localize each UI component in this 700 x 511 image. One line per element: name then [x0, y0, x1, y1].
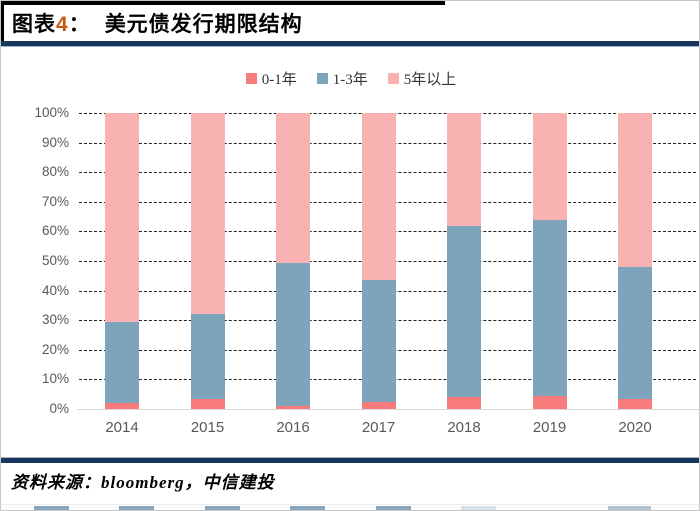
figure-title: 图表4： 美元债发行期限结构 — [12, 8, 672, 40]
bar-segment-0-1年 — [618, 398, 652, 409]
x-tick-label: 2018 — [447, 419, 481, 436]
title-top-border — [1, 1, 445, 5]
y-tick-label: 80% — [41, 164, 69, 180]
bar-segment-0-1年 — [190, 398, 225, 409]
y-tick-label: 100% — [34, 105, 69, 120]
y-tick-label: 20% — [41, 341, 69, 357]
next-figure-bar-top — [376, 506, 411, 510]
bar-segment-5年以上 — [276, 113, 310, 263]
chart-legend: 0-1年 1-3年 5年以上 — [1, 67, 699, 89]
bar-segment-0-1年 — [532, 395, 567, 409]
next-figure-bar-top — [290, 506, 325, 510]
x-tick-label: 2016 — [276, 419, 310, 436]
figure-number: 4 — [56, 13, 69, 36]
legend-label: 1-3年 — [332, 71, 368, 88]
next-figure-bar-top — [205, 506, 240, 510]
y-tick-label: 30% — [41, 312, 69, 328]
legend-swatch-icon — [245, 72, 257, 84]
bar-segment-1-3年 — [618, 266, 652, 399]
next-figure-bar-top — [34, 506, 69, 510]
next-figure-bar-top — [608, 506, 651, 510]
bar-segment-1-3年 — [447, 225, 481, 398]
y-tick-label: 10% — [41, 371, 69, 387]
y-tick-label: 70% — [41, 193, 69, 209]
y-tick-label: 40% — [41, 282, 69, 298]
x-tick-label: 2017 — [361, 419, 396, 436]
stacked-bar-2017 — [361, 113, 396, 409]
bar-segment-1-3年 — [190, 314, 225, 399]
bar-segment-5年以上 — [105, 113, 139, 322]
header-divider-rule — [1, 41, 699, 47]
legend-label: 0-1年 — [261, 71, 297, 88]
stacked-bar-2015 — [190, 113, 225, 409]
legend-item: 0-1年 — [245, 68, 297, 89]
x-tick-label: 2014 — [105, 419, 139, 436]
bar-segment-5年以上 — [532, 113, 567, 220]
x-axis-baseline — [77, 409, 699, 410]
legend-swatch-icon — [387, 72, 399, 84]
bar-segment-5年以上 — [447, 113, 481, 226]
x-tick-label: 2015 — [190, 419, 225, 436]
figure-label-separator: ： — [68, 13, 91, 36]
x-tick-label: 2019 — [532, 419, 567, 436]
y-tick-label: 60% — [41, 223, 69, 239]
bar-segment-1-3年 — [532, 219, 567, 396]
figure-label-prefix: 图表 — [12, 13, 56, 36]
legend-item: 5年以上 — [387, 68, 457, 89]
stacked-bar-2019 — [532, 113, 567, 409]
y-tick-label: 0% — [49, 401, 69, 416]
y-tick-label: 90% — [41, 134, 69, 150]
bar-segment-5年以上 — [361, 113, 396, 281]
stacked-bar-2014 — [105, 113, 139, 409]
chart-plot-area — [77, 113, 699, 410]
bar-segment-0-1年 — [447, 397, 481, 409]
next-figure-bar-top — [461, 506, 496, 510]
bar-segment-0-1年 — [361, 401, 396, 409]
stacked-bar-2018 — [447, 113, 481, 409]
next-figure-peek-strip — [1, 504, 699, 510]
stacked-bar-2020 — [618, 113, 652, 409]
legend-item: 1-3年 — [316, 68, 368, 89]
y-tick-label: 50% — [41, 253, 69, 268]
bar-segment-1-3年 — [105, 321, 139, 404]
bar-segment-5年以上 — [618, 113, 652, 267]
bar-segment-5年以上 — [190, 113, 225, 315]
figure-title-text: 美元债发行期限结构 — [104, 13, 303, 36]
legend-label: 5年以上 — [403, 71, 457, 88]
bar-segment-0-1年 — [276, 406, 310, 409]
stacked-bar-2016 — [276, 113, 310, 409]
legend-swatch-icon — [316, 72, 328, 84]
bar-segment-1-3年 — [361, 280, 396, 402]
next-figure-bar-top — [119, 506, 154, 510]
bar-segment-1-3年 — [276, 262, 310, 407]
footer-divider-rule — [1, 457, 699, 463]
x-tick-label: 2020 — [618, 419, 652, 436]
data-source-note: 资料来源：bloomberg，中信建投 — [11, 473, 275, 492]
bar-segment-0-1年 — [105, 403, 139, 409]
title-left-border — [1, 1, 4, 41]
